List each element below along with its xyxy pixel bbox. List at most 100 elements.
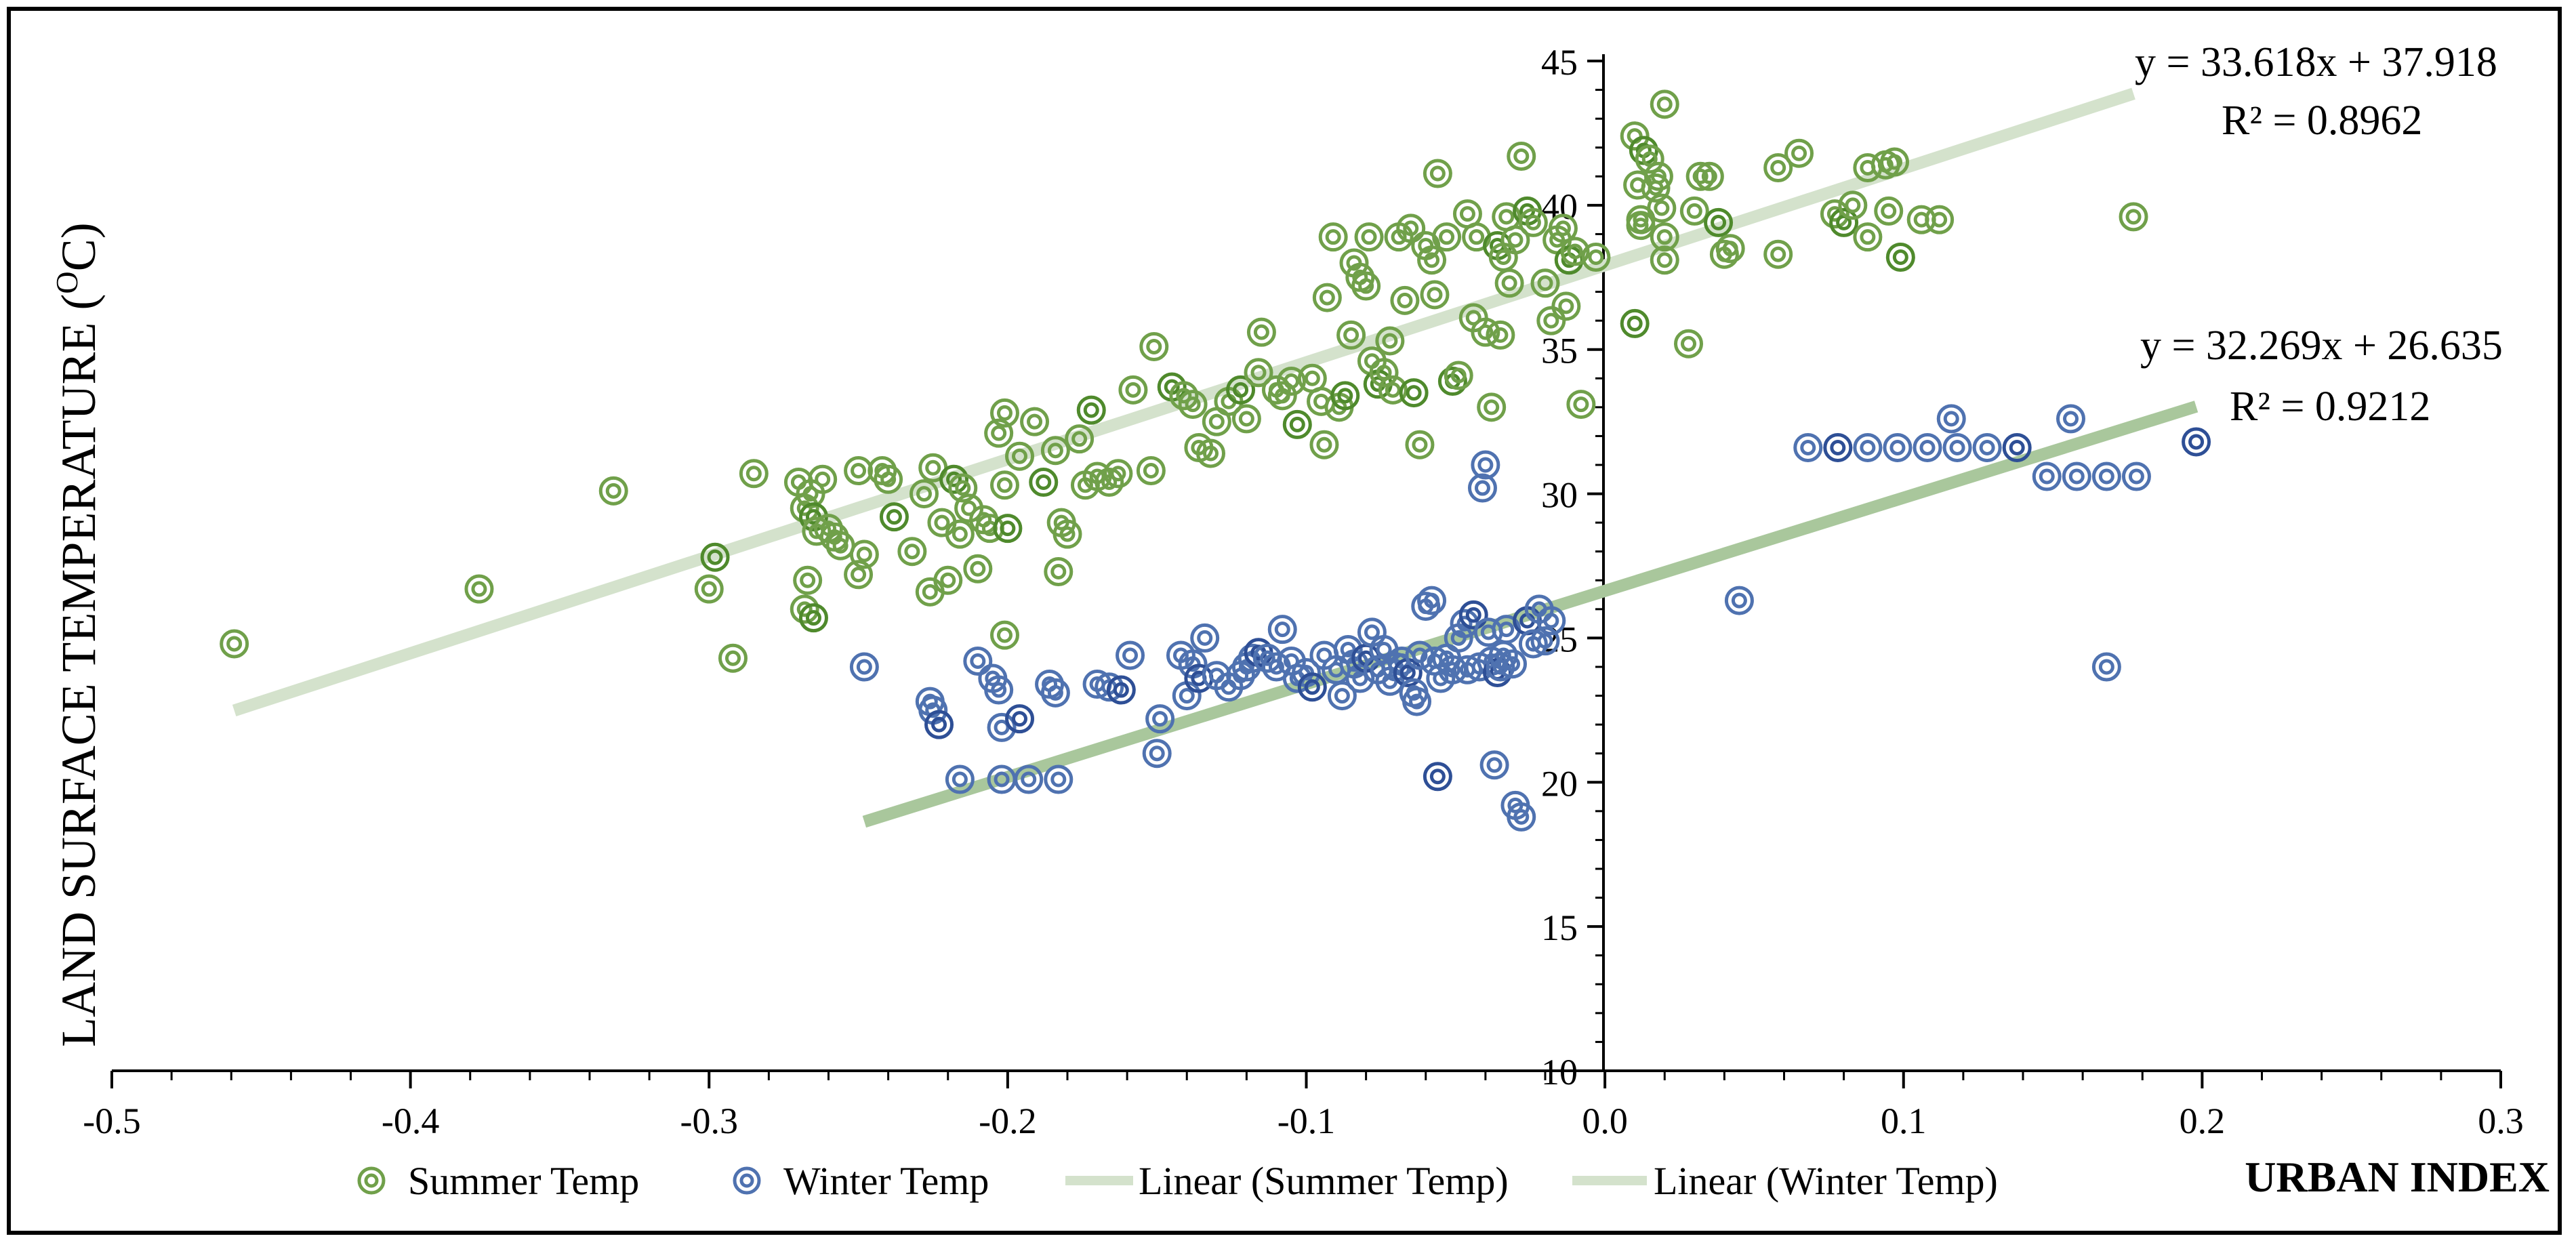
summer-point-inner-ring	[1253, 324, 1269, 340]
legend-label-winter-trend: Linear (Winter Temp)	[1654, 1159, 1998, 1203]
summer-point-outer-ring	[1685, 161, 1715, 191]
summer-point	[1704, 207, 1734, 237]
summer-point	[1763, 153, 1793, 183]
summer-point-outer-ring	[1139, 331, 1169, 361]
y-tick-label: 15	[1541, 907, 1578, 948]
summer-point-inner-ring	[1325, 229, 1341, 245]
summer-point-inner-ring	[934, 514, 950, 531]
summer-point-inner-ring	[1316, 436, 1332, 453]
winter-point	[2091, 462, 2121, 491]
summer-point	[1282, 409, 1312, 439]
winter-point-outer-ring	[1190, 623, 1220, 653]
summer-point	[1880, 147, 1910, 177]
winter-point-outer-ring	[987, 764, 1017, 794]
winter-point-inner-ring	[1412, 647, 1428, 663]
summer-point	[1139, 331, 1169, 361]
winter-point-inner-ring	[2098, 659, 2114, 675]
summer-point-inner-ring	[991, 425, 1007, 441]
x-tick-label: 0.0	[1582, 1101, 1628, 1141]
summer-point	[1020, 407, 1050, 436]
winter-point	[1883, 432, 1913, 462]
summer-point	[1318, 222, 1348, 252]
summer-point-outer-ring	[1351, 271, 1381, 301]
summer-point-inner-ring	[1711, 214, 1727, 230]
summer-point-inner-ring	[1525, 214, 1541, 230]
summer-point-inner-ring	[880, 471, 897, 487]
summer-point-inner-ring	[1860, 229, 1876, 245]
summer-point-inner-ring	[1125, 382, 1141, 398]
winter-point-outer-ring	[984, 675, 1014, 705]
winter-point	[1853, 432, 1883, 462]
summer-point-inner-ring	[1385, 382, 1401, 398]
winter-point	[1327, 681, 1357, 711]
summer-point	[933, 565, 963, 595]
winter-point-inner-ring	[1830, 439, 1846, 455]
summer-point-inner-ring	[1343, 327, 1359, 343]
summer-point-outer-ring	[1486, 320, 1515, 350]
summer-point-inner-ring	[1633, 218, 1649, 234]
winter-point-outer-ring	[1402, 687, 1432, 716]
summer-point-inner-ring	[1203, 445, 1219, 462]
summer-point-inner-ring	[1654, 200, 1670, 216]
summer-point-outer-ring	[700, 542, 730, 572]
summer-point-inner-ring	[1498, 209, 1515, 225]
winter-point-outer-ring	[1793, 432, 1823, 462]
summer-point-inner-ring	[1358, 278, 1374, 294]
winter-point	[1467, 473, 1497, 503]
winter-point-outer-ring	[1106, 675, 1136, 705]
summer-point-inner-ring	[1887, 154, 1903, 170]
summer-point-outer-ring	[1103, 459, 1133, 489]
summer-point-outer-ring	[1838, 190, 1868, 220]
summer-point-outer-ring	[939, 464, 969, 494]
summer-point-inner-ring	[1555, 220, 1571, 237]
summer-point-outer-ring	[844, 456, 874, 486]
summer-point-inner-ring	[1770, 160, 1786, 176]
winter-point-outer-ring	[1458, 600, 1488, 630]
summer-point	[1244, 358, 1273, 388]
summer-point-inner-ring	[1412, 436, 1428, 453]
summer-point-inner-ring	[1558, 298, 1574, 314]
summer-point-outer-ring	[1763, 153, 1793, 183]
summer-point-inner-ring	[886, 509, 902, 525]
winter-point-outer-ring	[1423, 762, 1452, 792]
summer-point-inner-ring	[1071, 431, 1088, 447]
summer-point	[718, 643, 748, 673]
summer-point-inner-ring	[1892, 249, 1908, 265]
winter-point-outer-ring	[1095, 672, 1124, 702]
winter-point-inner-ring	[1949, 439, 1965, 455]
summer-point-inner-ring	[1722, 241, 1738, 257]
summer-point	[1838, 190, 1868, 220]
summer-point-outer-ring	[1650, 89, 1679, 119]
summer-point	[1309, 430, 1339, 459]
summer-point-inner-ring	[800, 572, 816, 588]
winter-point	[1190, 623, 1220, 653]
summer-point-outer-ring	[1820, 199, 1849, 229]
winter-point-inner-ring	[1474, 480, 1490, 496]
summer-point	[1390, 285, 1420, 315]
winter-point-outer-ring	[1267, 615, 1297, 645]
winter-point-inner-ring	[1889, 439, 1906, 455]
summer-point-inner-ring	[832, 537, 849, 554]
summer-point-inner-ring	[1513, 148, 1530, 164]
winter-point	[924, 710, 954, 739]
summer-point-inner-ring	[955, 480, 971, 496]
winter-point-inner-ring	[1259, 650, 1275, 666]
summer-point-outer-ring	[1650, 222, 1679, 252]
winter-point-outer-ring	[963, 646, 993, 676]
winter-point-outer-ring	[1327, 681, 1357, 711]
summer-r2: R² = 0.8962	[2222, 98, 2422, 144]
winter-point-outer-ring	[1913, 432, 1942, 462]
winter-point-inner-ring	[2188, 434, 2205, 450]
summer-point	[1650, 222, 1679, 252]
summer-point-inner-ring	[1845, 197, 1861, 213]
summer-point	[1444, 361, 1473, 390]
summer-point-outer-ring	[1029, 468, 1059, 497]
summer-point	[844, 456, 874, 486]
summer-point-inner-ring	[226, 636, 243, 652]
summer-point-inner-ring	[1791, 145, 1807, 161]
summer-point-inner-ring	[796, 601, 813, 617]
summer-point-inner-ring	[745, 466, 762, 482]
summer-point	[1560, 237, 1590, 266]
summer-point-outer-ring	[1020, 407, 1050, 436]
summer-point-outer-ring	[1399, 378, 1429, 408]
